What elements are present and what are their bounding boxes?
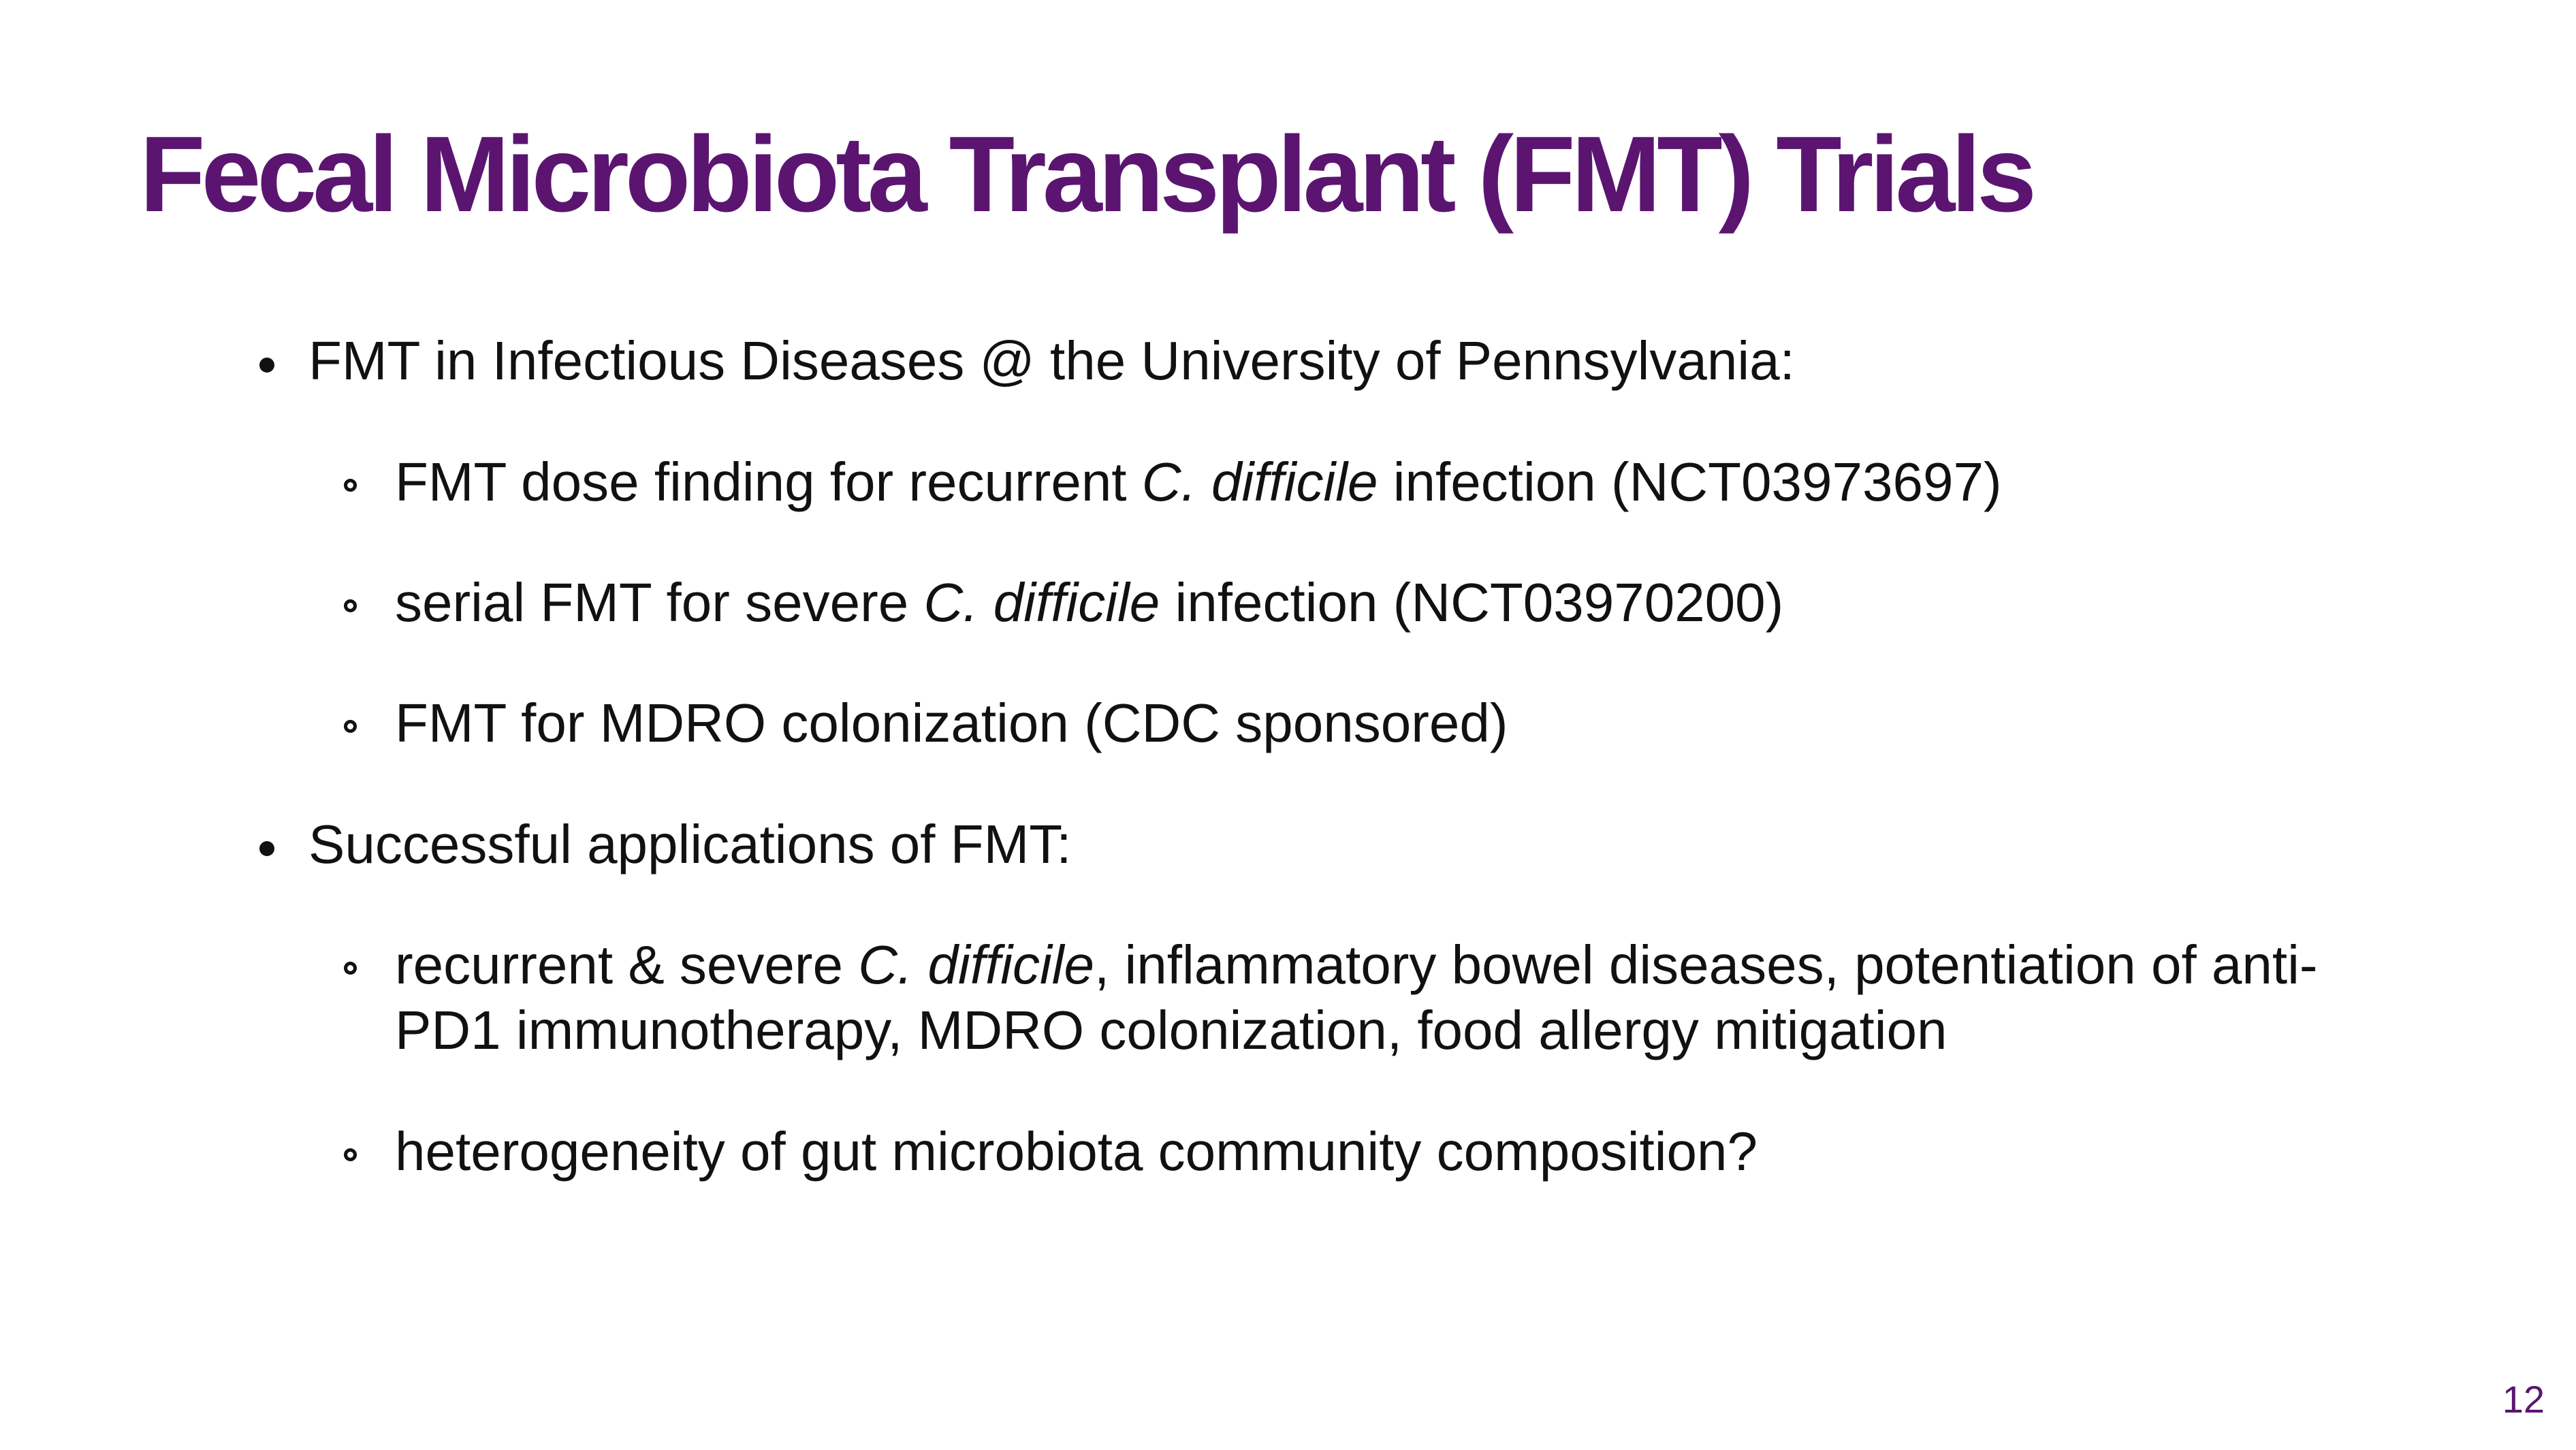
page-number: 12 [2502, 1378, 2545, 1421]
bullet-item: Successful applications of FMT: [308, 814, 1072, 874]
sub-bullet-circle-icon [344, 599, 357, 612]
slide-title: Fecal Microbiota Transplant (FMT) Trials [140, 114, 2037, 234]
sub-bullet-continuation: PD1 immunotherapy, MDRO colonization, fo… [395, 1000, 1947, 1060]
sub-bullet-circle-icon [344, 962, 357, 975]
organism-name: C. difficile [923, 572, 1160, 633]
organism-name: C. difficile [1141, 452, 1378, 512]
sub-bullet-text: infection (NCT03973697) [1378, 452, 2002, 512]
sub-bullet-item: FMT for MDRO colonization (CDC sponsored… [395, 693, 1508, 753]
sub-bullet-item: serial FMT for severe C. difficile infec… [395, 570, 1783, 635]
sub-bullet-item: heterogeneity of gut microbiota communit… [395, 1121, 1758, 1182]
sub-bullet-item: recurrent & severe C. difficile, inflamm… [395, 932, 2318, 998]
sub-bullet-circle-icon [344, 1148, 357, 1161]
sub-bullet-circle-icon [344, 479, 357, 492]
bullet-item: FMT in Infectious Diseases @ the Univers… [308, 330, 1795, 391]
sub-bullet-item: FMT dose finding for recurrent C. diffic… [395, 450, 2002, 515]
bullet-dot-icon [259, 841, 274, 856]
sub-bullet-text: FMT dose finding for recurrent [395, 452, 1142, 512]
sub-bullet-text: , inflammatory bowel diseases, potentiat… [1094, 934, 2318, 995]
bullet-dot-icon [259, 358, 274, 373]
sub-bullet-text: recurrent & severe [395, 934, 859, 995]
organism-name: C. difficile [858, 934, 1095, 995]
sub-bullet-text: serial FMT for severe [395, 572, 924, 633]
sub-bullet-text: infection (NCT03970200) [1160, 572, 1784, 633]
sub-bullet-circle-icon [344, 720, 357, 733]
